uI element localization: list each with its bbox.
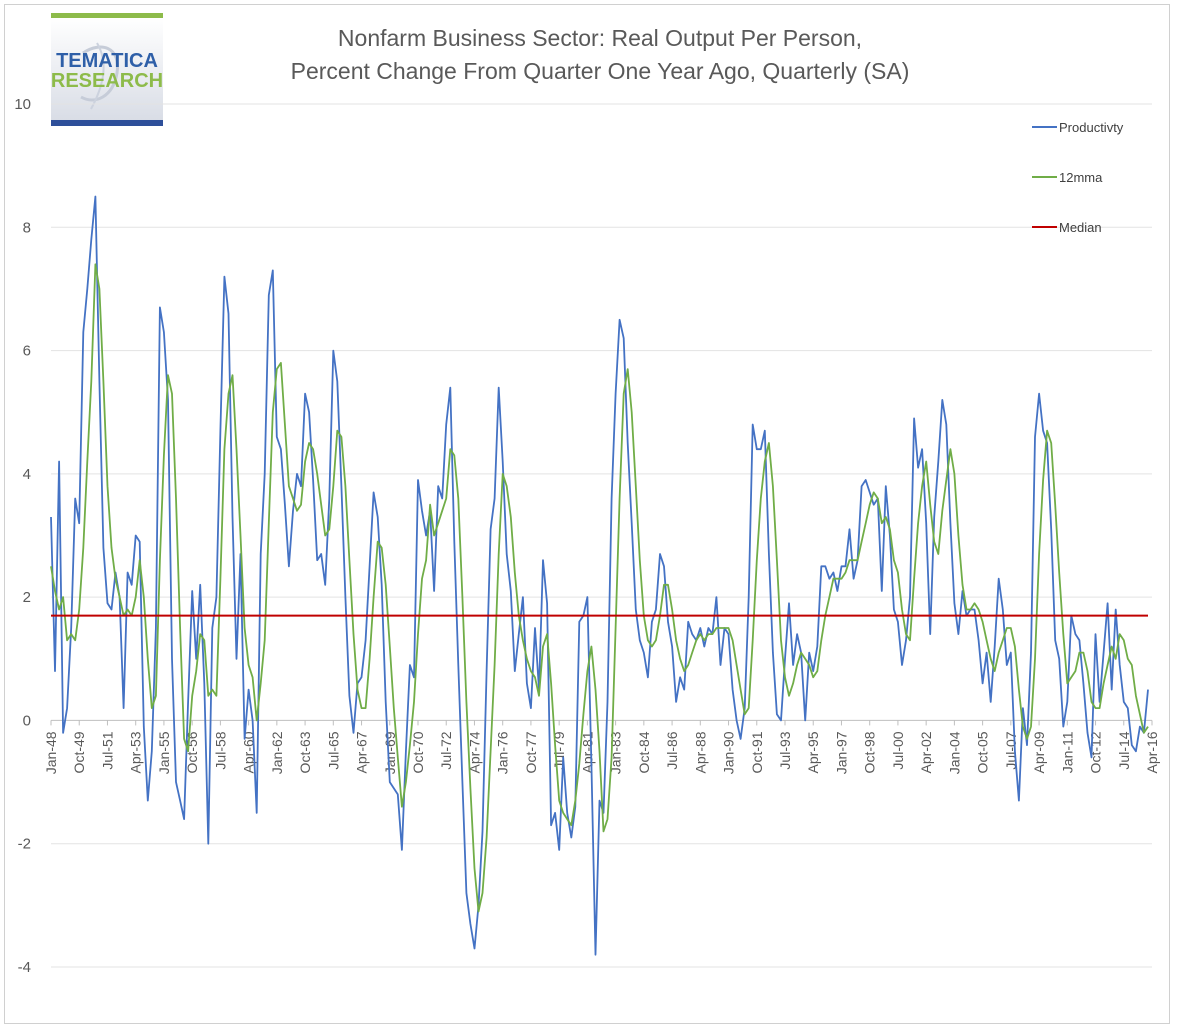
- x-tick-label: Jul-51: [99, 731, 115, 769]
- x-tick-label: Apr-16: [1144, 731, 1160, 773]
- x-tick-label: Oct-98: [862, 731, 878, 773]
- logo-line1: TEMATICA: [56, 50, 158, 72]
- y-tick-label: 0: [23, 712, 31, 729]
- logo-line2: RESEARCH: [51, 70, 163, 92]
- y-tick-label: 10: [14, 96, 31, 113]
- chart-title-line1: Nonfarm Business Sector: Real Output Per…: [337, 25, 863, 51]
- x-tick-label: Jan-55: [156, 731, 172, 774]
- x-tick-label: Jan-04: [946, 731, 962, 774]
- y-axis: 10 8 6 4 2 0 -2 -4: [14, 96, 31, 976]
- x-tick-label: Jan-11: [1059, 731, 1075, 773]
- x-tick-label: Oct-63: [297, 731, 313, 773]
- tematica-logo-graphic: TEMATICA RESEARCH: [51, 13, 163, 126]
- legend: Productivty 12mma Median: [1032, 120, 1124, 235]
- x-tick-label: Jul-72: [438, 731, 454, 769]
- series-group: [50, 195, 1149, 956]
- x-tick-label: Jul-65: [325, 731, 341, 769]
- y-tick-label: -2: [18, 836, 31, 853]
- x-tick-label: Jul-79: [551, 731, 567, 769]
- y-tick-label: 4: [23, 466, 31, 483]
- x-tick-label: Oct-05: [975, 731, 991, 773]
- x-tick-label: Jan-97: [833, 731, 849, 774]
- y-tick-label: 8: [23, 219, 31, 236]
- x-tick-label: Oct-77: [523, 731, 539, 773]
- y-tick-label: 6: [23, 343, 31, 360]
- tematica-logo: TEMATICA RESEARCH: [51, 13, 163, 126]
- x-tick-label: Apr-88: [692, 731, 708, 773]
- x-tick-label: Jan-48: [43, 731, 59, 774]
- chart-title-line2: Percent Change From Quarter One Year Ago…: [290, 58, 910, 84]
- x-tick-label: Apr-53: [128, 731, 144, 773]
- x-tick-label: Apr-60: [241, 731, 257, 773]
- x-tick-label: Apr-74: [466, 731, 482, 773]
- x-tick-label: Apr-95: [805, 731, 821, 773]
- legend-label-median: Median: [1059, 220, 1102, 235]
- x-tick-label: Oct-84: [636, 731, 652, 773]
- chart-frame: [4, 4, 1170, 1024]
- legend-label-productivty: Productivty: [1059, 120, 1124, 135]
- chart-title: Nonfarm Business Sector: Real Output Per…: [160, 22, 1040, 88]
- x-tick-label: Apr-02: [918, 731, 934, 773]
- series-line-productivty: [50, 195, 1149, 956]
- x-tick-label: Jul-00: [890, 731, 906, 769]
- x-axis: Jan-48 Oct-49 Jul-51 Apr-53 Jan-55 Oct-56 Jul-…: [43, 720, 1160, 774]
- x-tick-label: Apr-09: [1031, 731, 1047, 773]
- series-line-12mma: [50, 263, 1149, 913]
- x-tick-label: Oct-49: [71, 731, 87, 773]
- x-tick-label: Jul-93: [777, 731, 793, 769]
- x-tick-label: Jul-14: [1116, 731, 1132, 769]
- legend-label-12mma: 12mma: [1059, 170, 1103, 185]
- x-tick-label: Apr-67: [354, 731, 370, 773]
- y-tick-label: 2: [23, 589, 31, 606]
- x-tick-label: Jul-58: [212, 731, 228, 769]
- x-tick-label: Jan-76: [495, 731, 511, 774]
- x-tick-label: Jan-69: [382, 731, 398, 774]
- x-tick-label: Oct-70: [410, 731, 426, 773]
- x-tick-label: Jan-62: [269, 731, 285, 774]
- x-tick-label: Oct-91: [749, 731, 765, 773]
- x-tick-label: Jul-86: [664, 731, 680, 769]
- y-tick-label: -4: [18, 959, 31, 976]
- gridlines: [51, 103, 1152, 968]
- x-tick-label: Jan-90: [721, 731, 737, 774]
